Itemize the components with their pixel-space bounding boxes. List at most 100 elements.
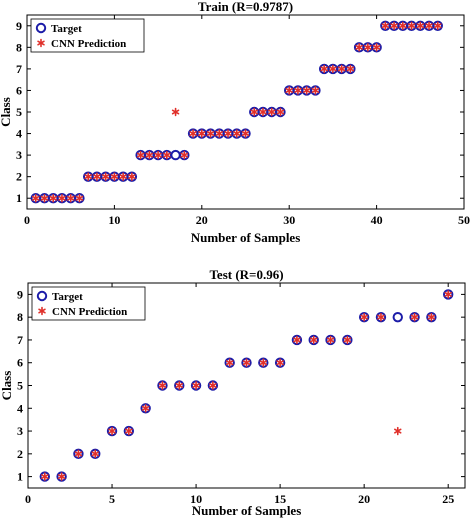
prediction-point-stroke — [84, 174, 92, 180]
y-tick-label: 7 — [17, 333, 23, 347]
x-tick-label: 40 — [371, 213, 383, 227]
prediction-point-stroke — [399, 23, 407, 29]
legend-box — [31, 286, 146, 321]
prediction-point — [141, 404, 150, 413]
prediction-point-stroke — [101, 174, 110, 180]
prediction-point-stroke — [145, 152, 154, 158]
prediction-point — [128, 172, 136, 181]
y-tick-label: 6 — [17, 356, 23, 370]
chart-title: Test (R=0.96) — [209, 267, 283, 282]
prediction-point-stroke — [108, 428, 116, 434]
prediction-point-stroke — [343, 337, 352, 343]
prediction-point — [175, 381, 184, 390]
prediction-point-stroke — [434, 23, 442, 29]
legend-prediction-marker — [37, 38, 45, 48]
prediction-point — [145, 150, 154, 160]
chart-test: Test (R=0.96) 0 5 10 15 20 25 1 2 3 4 5 6 7 8 9 Number o… — [0, 267, 466, 518]
legend-target-marker — [35, 22, 47, 34]
prediction-point — [276, 107, 285, 117]
prediction-point — [410, 312, 419, 322]
prediction-point — [215, 129, 224, 138]
prediction-point — [407, 21, 416, 30]
prediction-point-stroke — [285, 87, 293, 93]
chart-title: Train (R=0.9787) — [198, 0, 293, 14]
prediction-point-stroke — [206, 131, 215, 137]
y-tick-label: 4 — [16, 127, 22, 141]
legend-target-label: Target — [51, 23, 82, 35]
prediction-point — [180, 150, 189, 160]
prediction-point-stroke — [57, 474, 66, 480]
prediction-point-stroke — [377, 314, 385, 320]
x-axis-label: Number of Samples — [191, 230, 301, 245]
y-tick-label: 3 — [16, 148, 22, 162]
prediction-point — [163, 150, 171, 160]
x-tick-label: 50 — [458, 213, 470, 227]
y-tick-label: 1 — [16, 191, 22, 205]
y-tick-label: 8 — [17, 310, 23, 324]
y-tick-label: 5 — [16, 105, 22, 119]
prediction-point — [364, 43, 372, 52]
prediction-point — [293, 335, 301, 345]
prediction-point — [377, 312, 385, 322]
prediction-point-stroke — [259, 360, 268, 366]
prediction-point — [198, 129, 206, 138]
y-tick-label: 7 — [16, 62, 22, 76]
legend: Target CNN Prediction — [30, 18, 145, 53]
prediction-point-stroke — [346, 66, 355, 72]
target-point — [392, 311, 403, 323]
prediction-point-stroke — [311, 87, 320, 93]
x-tick-label: 5 — [109, 492, 115, 506]
prediction-point — [444, 290, 452, 299]
prediction-point — [75, 194, 84, 203]
prediction-point-stroke — [407, 23, 416, 29]
chart-train: Train (R=0.9787) 0 10 20 30 40 50 1 2 3 4 5 6 7 8 9 Numb… — [0, 0, 470, 245]
prediction-point — [84, 172, 92, 181]
prediction-point-stroke — [93, 174, 101, 180]
prediction-point — [250, 107, 258, 117]
prediction-point — [93, 172, 101, 181]
prediction-point — [57, 472, 66, 481]
prediction-point-stroke — [320, 66, 328, 72]
prediction-point-stroke — [241, 131, 250, 137]
prediction-point — [225, 358, 234, 367]
prediction-point-stroke — [40, 195, 49, 201]
prediction-point-stroke — [390, 23, 398, 29]
prediction-point-stroke — [364, 44, 372, 50]
prediction-point-stroke — [250, 109, 258, 115]
legend-prediction-marker — [38, 306, 46, 316]
prediction-point — [329, 64, 337, 74]
prediction-point-stroke — [337, 66, 346, 72]
y-tick-label: 9 — [16, 19, 22, 33]
prediction-point — [101, 172, 110, 181]
prediction-point — [119, 172, 127, 181]
prediction-point — [158, 381, 167, 390]
y-tick-label: 4 — [17, 401, 23, 415]
prediction-point — [326, 335, 335, 345]
prediction-point-stroke — [189, 131, 197, 137]
prediction-point-stroke — [293, 337, 301, 343]
prediction-point-stroke — [225, 360, 234, 366]
prediction-point — [285, 86, 293, 95]
y-axis-label: Class — [0, 97, 13, 127]
prediction-point-stroke — [294, 87, 302, 93]
x-tick-label: 30 — [283, 213, 295, 227]
y-axis-label: Class — [0, 371, 14, 401]
y-tick-label: 5 — [17, 379, 23, 393]
prediction-point — [206, 129, 215, 138]
prediction-point-stroke — [49, 195, 57, 201]
y-tick-label: 2 — [17, 447, 23, 461]
legend-prediction-label: CNN Prediction — [52, 306, 127, 318]
legend-prediction-label: CNN Prediction — [51, 38, 126, 50]
target-point — [170, 149, 181, 161]
legend-prediction-marker-stroke — [38, 308, 46, 314]
prediction-point — [381, 21, 390, 30]
x-tick-label: 0 — [24, 213, 30, 227]
y-tick-label: 8 — [16, 40, 22, 54]
prediction-point-stroke — [259, 109, 267, 115]
prediction-point — [390, 21, 398, 30]
prediction-point — [360, 312, 368, 322]
prediction-point — [125, 426, 133, 436]
prediction-point-stroke — [355, 44, 363, 50]
prediction-point — [311, 86, 320, 95]
y-tick-label: 9 — [17, 287, 23, 301]
